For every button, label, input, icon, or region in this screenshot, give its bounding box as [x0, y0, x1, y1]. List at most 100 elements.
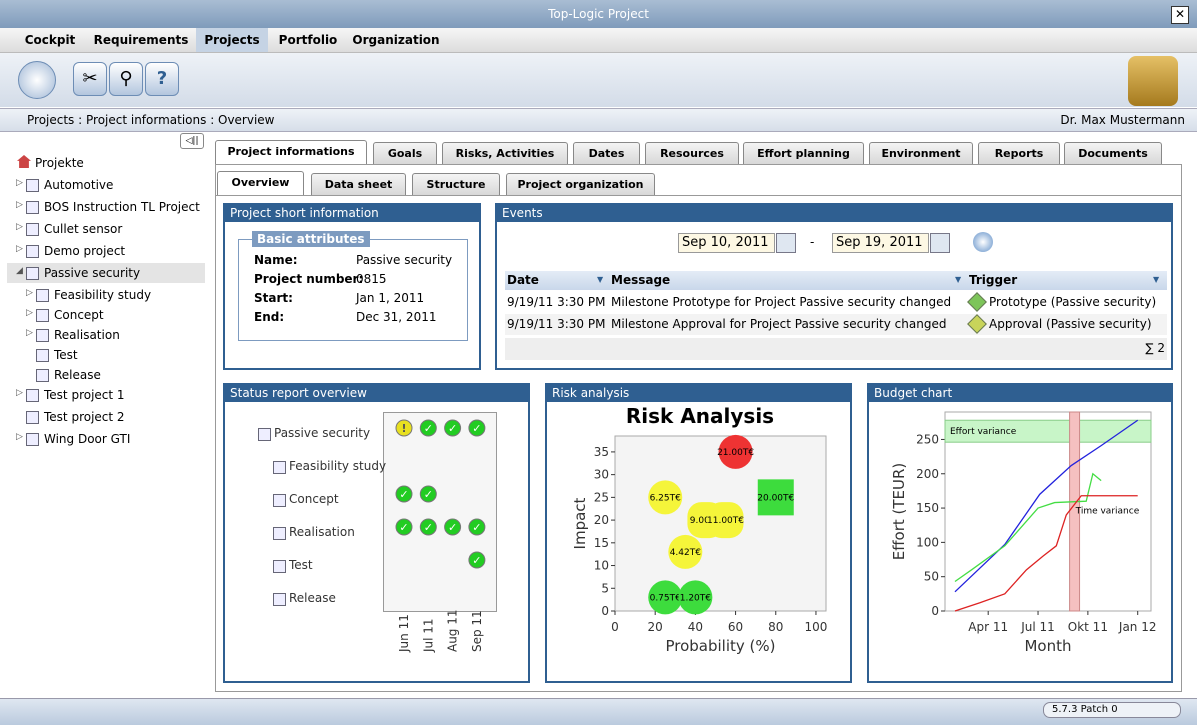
- refresh-button[interactable]: [973, 232, 993, 252]
- subtab[interactable]: Data sheet: [311, 173, 406, 195]
- status-icon: [444, 419, 462, 437]
- tree-toggle[interactable]: ▷: [16, 388, 23, 398]
- tab[interactable]: Documents: [1064, 142, 1162, 164]
- breadcrumb-bar: Dr. Max Mustermann Projects : Project inf…: [0, 108, 1197, 132]
- short-info-panel: Project short information Basic attribut…: [223, 203, 481, 370]
- title-bar: Top-Logic Project ✕: [0, 0, 1197, 28]
- tree-node[interactable]: Feasibility study: [54, 288, 152, 302]
- date-to[interactable]: Sep 19, 2011: [832, 233, 929, 253]
- event-date: 9/19/11 3:30 PM: [507, 295, 606, 309]
- tree-node[interactable]: Test project 2: [44, 410, 125, 424]
- calendar-button[interactable]: [776, 233, 796, 253]
- event-trigger[interactable]: Approval (Passive security): [989, 317, 1152, 331]
- status-symbol: ✓: [424, 488, 433, 501]
- tab[interactable]: Risks, Activities: [442, 142, 568, 164]
- help-button[interactable]: ?: [145, 62, 179, 96]
- subtab[interactable]: Overview: [217, 171, 304, 195]
- tree-toggle[interactable]: ▷: [16, 200, 23, 210]
- tree-toggle[interactable]: ▷: [26, 308, 33, 318]
- field-label: Project number:: [254, 272, 364, 286]
- menu-item[interactable]: Organization: [352, 33, 440, 47]
- column-header[interactable]: Trigger: [969, 273, 1018, 287]
- close-button[interactable]: ✕: [1171, 6, 1189, 24]
- content-area: [215, 164, 1182, 692]
- column-header[interactable]: Message: [611, 273, 671, 287]
- sort-icon: ▼: [1153, 275, 1160, 284]
- x-tick-label: 40: [688, 620, 703, 634]
- bubble-label: 4.42T€: [670, 548, 702, 558]
- tree-toggle[interactable]: ▷: [16, 432, 23, 442]
- tree-toggle[interactable]: ▷: [16, 222, 23, 232]
- tree-node[interactable]: Passive security: [44, 266, 141, 280]
- subtab[interactable]: Structure: [412, 173, 500, 195]
- tree-node[interactable]: Release: [54, 368, 101, 382]
- tab[interactable]: Goals: [373, 142, 437, 164]
- tree-toggle[interactable]: ◢: [16, 266, 23, 276]
- date-from[interactable]: Sep 10, 2011: [678, 233, 775, 253]
- tree-selection: [7, 263, 205, 283]
- event-trigger[interactable]: Prototype (Passive security): [989, 295, 1157, 309]
- breadcrumb-item[interactable]: Projects :: [27, 113, 83, 127]
- status-symbol: ✓: [472, 554, 481, 567]
- version: 5.7.3 Patch 0: [1043, 702, 1181, 718]
- menu-item[interactable]: Portfolio: [278, 33, 338, 47]
- calendar-button[interactable]: [930, 233, 950, 253]
- tree-node[interactable]: Demo project: [44, 244, 126, 258]
- y-tick-label: 200: [916, 467, 939, 481]
- menu-item[interactable]: Projects: [196, 28, 268, 52]
- status-item[interactable]: Passive security: [274, 426, 371, 440]
- status-item[interactable]: Release: [289, 591, 336, 605]
- tree-toggle[interactable]: ▷: [16, 178, 23, 188]
- project-tree: ◁|| Projekte ▷ Automotive ▷ BOS Instruction …: [0, 131, 210, 696]
- breadcrumb-item[interactable]: Overview: [218, 113, 275, 127]
- tree-node-icon: [36, 349, 49, 362]
- subtab[interactable]: Project organization: [506, 173, 655, 195]
- tab[interactable]: Dates: [573, 142, 640, 164]
- panel-title: Project short information: [225, 205, 479, 222]
- search-button[interactable]: ⚲: [109, 62, 143, 96]
- tree-node[interactable]: Test project 1: [44, 388, 125, 402]
- tree-node[interactable]: Concept: [54, 308, 104, 322]
- tree-root[interactable]: Projekte: [35, 156, 84, 170]
- tools-button[interactable]: ✂: [73, 62, 107, 96]
- tree-toggle[interactable]: ▷: [26, 288, 33, 298]
- tree-node[interactable]: Automotive: [44, 178, 114, 192]
- collapse-button[interactable]: ◁||: [180, 133, 204, 149]
- tree-toggle[interactable]: ▷: [16, 244, 23, 254]
- tab[interactable]: Environment: [869, 142, 973, 164]
- tab[interactable]: Effort planning: [743, 142, 864, 164]
- tree-node[interactable]: Wing Door GTI: [44, 432, 131, 446]
- status-icon: [444, 518, 462, 536]
- status-item[interactable]: Realisation: [289, 525, 355, 539]
- status-symbol: ✓: [472, 422, 481, 435]
- toolbar: ✂ ⚲ ?: [0, 53, 1197, 107]
- tree-node[interactable]: BOS Instruction TL Project: [44, 200, 200, 214]
- tab[interactable]: Resources: [645, 142, 739, 164]
- status-symbol: ✓: [448, 521, 457, 534]
- risk-bubble: [678, 580, 713, 615]
- breadcrumb-item[interactable]: Project informations :: [86, 113, 215, 127]
- tab[interactable]: Reports: [978, 142, 1060, 164]
- field-label: End:: [254, 310, 285, 324]
- tab[interactable]: Project informations: [215, 140, 367, 164]
- x-axis-label: Probability (%): [665, 637, 775, 655]
- y-tick-label: 50: [924, 570, 939, 584]
- column-header[interactable]: Date: [507, 273, 539, 287]
- user-button[interactable]: [18, 61, 56, 99]
- tree-node-icon: [26, 411, 39, 424]
- x-axis-label: Month: [1024, 637, 1071, 655]
- menu-item[interactable]: Requirements: [93, 33, 189, 47]
- plot-area: [944, 411, 1152, 612]
- status-item[interactable]: Feasibility study: [289, 459, 387, 473]
- table-header: [505, 271, 1167, 290]
- status-node-icon: [273, 593, 286, 606]
- tree-toggle[interactable]: ▷: [26, 328, 33, 338]
- tree-node[interactable]: Realisation: [54, 328, 120, 342]
- tree-node[interactable]: Test: [54, 348, 78, 362]
- status-icon: [395, 518, 413, 536]
- status-item[interactable]: Concept: [289, 492, 339, 506]
- status-item[interactable]: Test: [289, 558, 313, 572]
- tree-node[interactable]: Cullet sensor: [44, 222, 123, 236]
- menu-item[interactable]: Cockpit: [24, 33, 76, 47]
